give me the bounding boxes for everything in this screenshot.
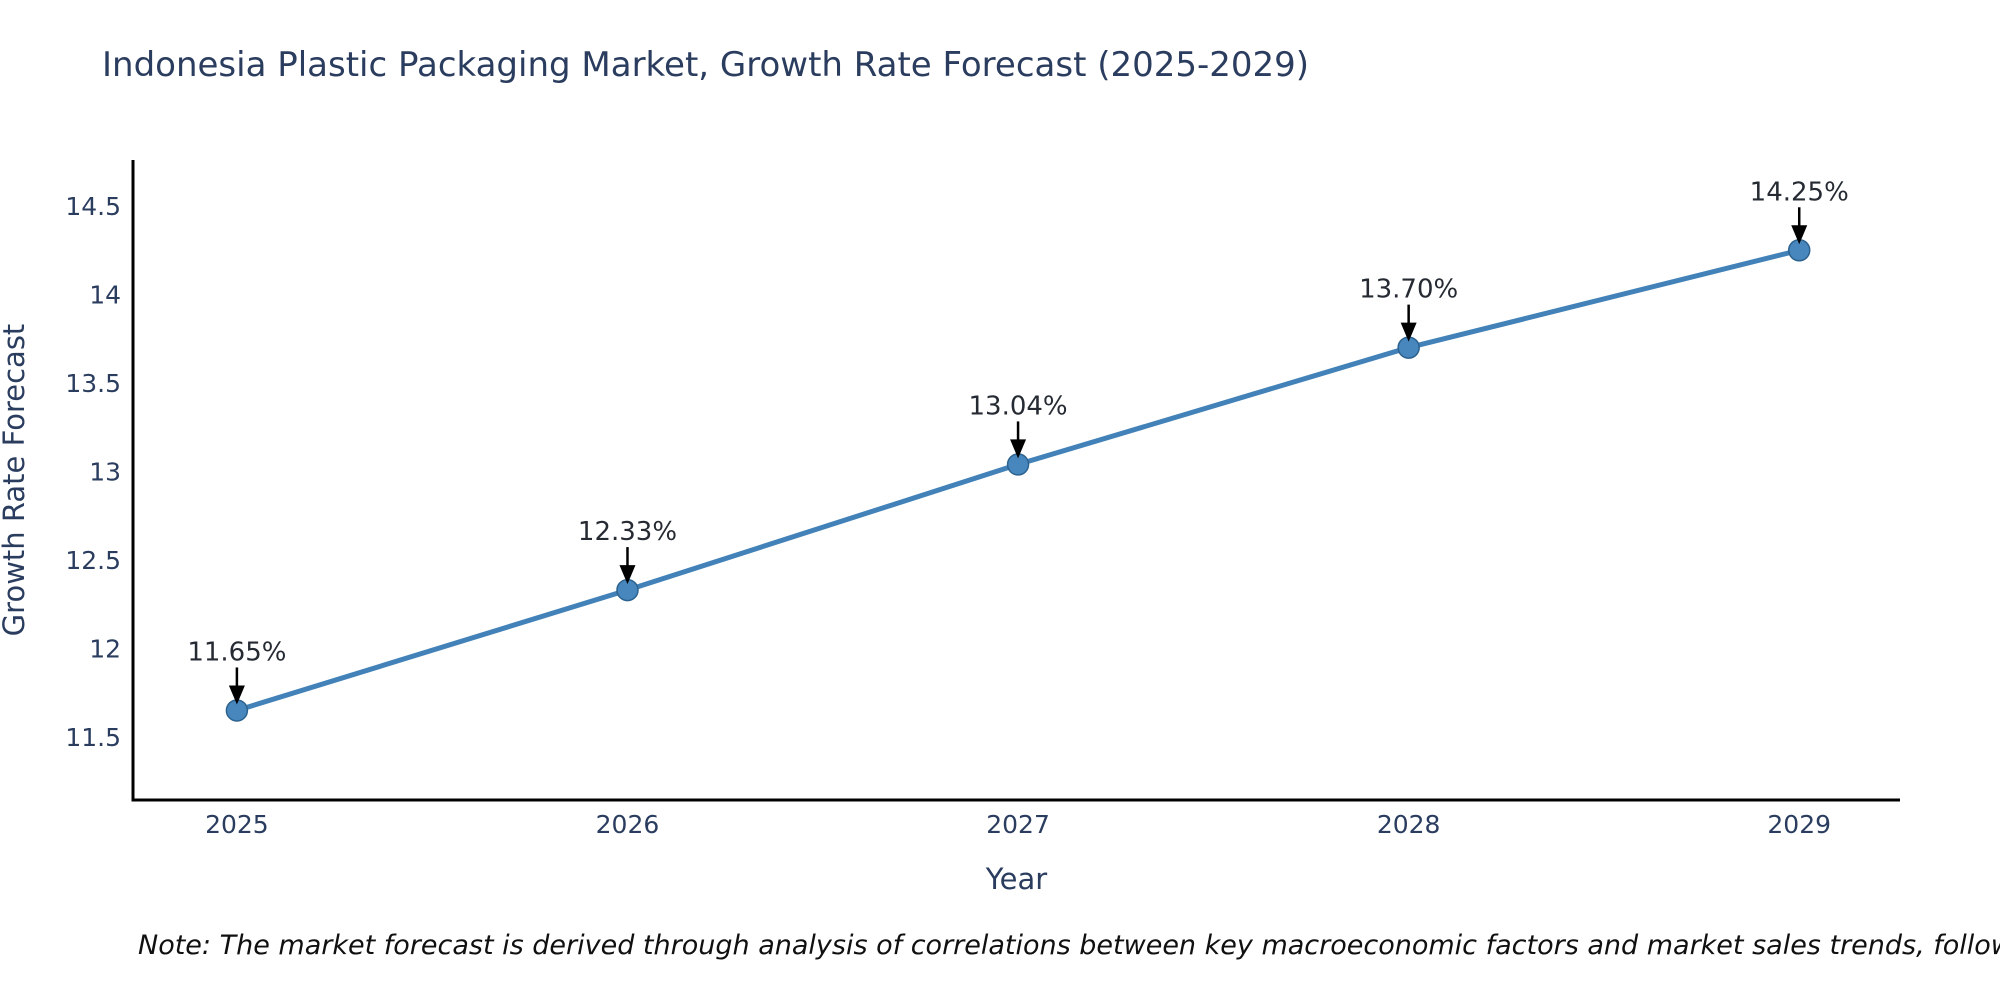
x-axis-title: Year bbox=[985, 862, 1048, 896]
y-tick-label: 11.5 bbox=[65, 723, 121, 752]
y-tick-label: 12.5 bbox=[65, 546, 121, 575]
annotation-arrow-head bbox=[1400, 322, 1417, 342]
point-value-label: 11.65% bbox=[187, 637, 286, 667]
point-value-label: 14.25% bbox=[1750, 177, 1849, 207]
y-tick-label: 14.5 bbox=[65, 192, 121, 221]
x-tick-label: 2029 bbox=[1767, 810, 1831, 839]
annotation-arrow-head bbox=[619, 565, 636, 585]
point-value-label: 12.33% bbox=[578, 517, 677, 547]
series-line bbox=[234, 247, 1802, 713]
annotation-arrow-head bbox=[1791, 225, 1808, 245]
y-tick-label: 12 bbox=[89, 634, 121, 663]
annotation-arrow-head bbox=[228, 685, 245, 705]
y-tick-label: 13.5 bbox=[65, 369, 121, 398]
x-tick-label: 2025 bbox=[205, 810, 269, 839]
y-tick-label: 14 bbox=[89, 281, 121, 310]
footnote: Note: The market forecast is derived thr… bbox=[138, 930, 2000, 961]
x-tick-label: 2027 bbox=[986, 810, 1050, 839]
chart-title: Indonesia Plastic Packaging Market, Grow… bbox=[102, 45, 1310, 85]
point-value-label: 13.04% bbox=[968, 391, 1067, 421]
point-value-label: 13.70% bbox=[1359, 275, 1458, 305]
annotation-arrow-head bbox=[1010, 439, 1027, 459]
y-axis-title-text: Growth Rate Forecast bbox=[0, 323, 31, 637]
x-tick-label: 2028 bbox=[1377, 810, 1441, 839]
x-tick-label: 2026 bbox=[596, 810, 660, 839]
y-tick-label: 13 bbox=[89, 458, 121, 487]
